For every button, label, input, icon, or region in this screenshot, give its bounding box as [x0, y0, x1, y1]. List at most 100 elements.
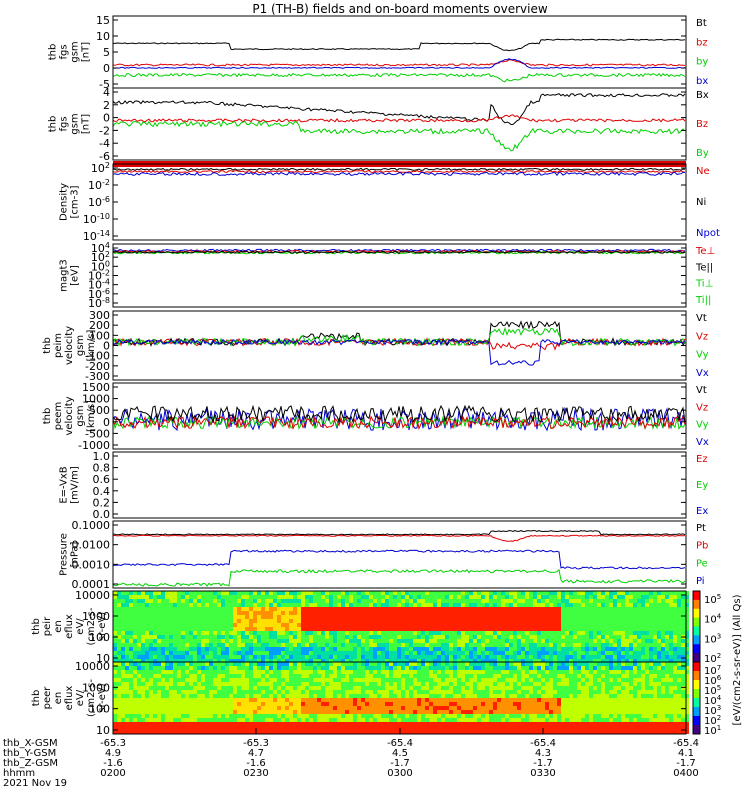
series-Pi	[112, 549, 686, 570]
y-tick-label: 0.1000	[72, 519, 111, 532]
y-tick-label: 1000	[82, 393, 110, 406]
legend-entry: Vz	[696, 331, 708, 342]
y-tick-label: 0.8	[93, 462, 111, 475]
y-axis-label-line: peim	[53, 333, 64, 358]
y-tick-label: 15	[96, 14, 110, 27]
y-tick-label: 10-8	[88, 296, 110, 310]
y-axis-label-line: gsm	[75, 405, 86, 426]
time-axis-value: 0230	[243, 768, 268, 779]
legend-entry: Npot	[696, 228, 720, 239]
series-Vz	[112, 414, 686, 431]
time-axis-value: -1.7	[676, 758, 696, 769]
y-tick-label: 0	[103, 416, 110, 429]
y-axis-label-line: thb	[48, 44, 59, 61]
series-Vt	[112, 404, 686, 424]
colorbar-label: [eV/(cm2-s-sr-eV)] (All Qs)	[732, 594, 743, 725]
y-tick-label: 10-2	[88, 178, 110, 192]
series-Ne	[112, 170, 686, 174]
series-Vy	[112, 415, 686, 431]
legend-entry: Pi	[696, 576, 705, 587]
series-Pe	[112, 568, 686, 587]
y-axis-label-line: gsm	[75, 335, 86, 356]
y-tick-label: 10	[96, 724, 110, 737]
y-axis-label-line: eflux	[64, 614, 75, 639]
series-Bx	[112, 93, 686, 126]
y-tick-label: 0	[103, 62, 110, 75]
y-tick-label: 1.0	[93, 450, 111, 463]
y-tick-label: 10-2	[88, 269, 110, 283]
legend-density: Ne Ni Npot	[696, 166, 720, 239]
legend-entry: Vy	[696, 420, 709, 431]
legend-temperature: Te⊥ Te|| Ti⊥ Ti||	[695, 246, 715, 306]
legend-entry: Pe	[696, 558, 708, 569]
y-axis-label-line: [km/s]	[86, 329, 97, 361]
legend-entry: Te⊥	[695, 246, 715, 257]
colorbar-tick: 107	[704, 664, 721, 677]
y-axis-label-peim-velocity: thb peim velocity gsm [km/s]	[42, 326, 97, 365]
y-axis-label-line: magt3	[59, 259, 70, 292]
y-axis-label-peer-eflux: thb peer en eflux eV/(cm2-s-sr-eV)	[31, 679, 108, 717]
y-axis-label-line: en	[53, 692, 64, 705]
colorbar-tick: 102	[704, 652, 721, 665]
y-ticks-peer-eflux: 10000 1000 100 10	[75, 660, 686, 737]
y-axis-label-line: [eV]	[70, 265, 81, 286]
time-axis-value: 0200	[100, 768, 125, 779]
legend-entry: Vt	[696, 385, 707, 396]
time-axis-value: -1.6	[246, 758, 266, 769]
legend-efield: Ez Ey Ex	[696, 454, 708, 517]
y-axis-label-fgs-gsm-bottom: thb fgs gsm [nT]	[48, 113, 92, 134]
y-axis-label-line: thb	[31, 690, 42, 707]
colorbar-tick: 103	[704, 632, 721, 645]
y-tick-label: 10	[96, 652, 110, 665]
legend-entry: Ne	[696, 166, 710, 177]
y-tick-label: 2	[103, 99, 110, 112]
time-axis-value: 4.1	[678, 748, 694, 759]
y-ticks-peir-eflux: 10000 1000 100 10	[75, 589, 686, 665]
time-axis-value: 4.5	[392, 748, 408, 759]
series-Ti-par	[112, 251, 685, 255]
plot-title: P1 (TH-B) fields and on-board moments ov…	[252, 2, 548, 16]
panel-fgs-gsm-top: 15 10 5 0 -5 thb fgs gsm [nT] Bt bz by bx	[48, 14, 709, 91]
time-axis-value: -65.4	[530, 738, 556, 749]
series-Pt	[112, 530, 686, 536]
y-ticks-fgs-gsm-bottom: 420-2-4-6	[99, 86, 686, 163]
y-tick-label: 0.0100	[72, 539, 111, 552]
panel-frame	[112, 87, 687, 161]
legend-entry: Bt	[696, 18, 707, 29]
series-Bt	[113, 38, 686, 52]
y-axis-label-line: peem	[53, 402, 64, 430]
legend-entry: Vy	[696, 350, 709, 361]
y-tick-label: 0	[103, 340, 110, 353]
series-Bz	[112, 114, 686, 123]
y-tick-label: -1000	[78, 439, 110, 452]
y-tick-label: 100	[89, 329, 110, 342]
y-ticks-efield: 1.00.80.60.40.20.0	[93, 450, 686, 521]
series-Vx	[112, 338, 686, 366]
y-axis-label-line: eflux	[64, 686, 75, 711]
y-axis-label-density: Density [cm-3]	[59, 183, 81, 221]
panel-frame	[112, 15, 687, 89]
legend-peem-velocity: Vt Vz Vy Vx	[696, 385, 709, 448]
legend-entry: by	[696, 57, 708, 68]
y-tick-label: 1000	[82, 610, 110, 623]
y-axis-label-line: eV/	[75, 689, 86, 706]
y-axis-label-peem-velocity: thb peem velocity gsm [km/s]	[42, 396, 97, 435]
y-tick-label: 0.0	[93, 508, 111, 521]
y-axis-label-line: eV/	[75, 618, 86, 635]
time-axis-value: -65.3	[100, 738, 126, 749]
colorbar-tick: 106	[704, 674, 722, 687]
y-tick-label: 10-6	[88, 287, 110, 301]
legend-entry: Vt	[696, 313, 707, 324]
time-axis-value: 4.9	[105, 748, 121, 759]
y-ticks-pressure: 0.1000 0.0100 0.0010 0.0001	[72, 519, 686, 591]
panel-frame	[112, 310, 687, 381]
colorbar-tick: 101	[704, 724, 721, 737]
y-axis-label-line: thb	[42, 337, 53, 354]
colorbar-tick: 105	[704, 593, 721, 606]
time-axis-row-label: hhmm	[3, 768, 35, 779]
traces-pressure	[112, 530, 686, 587]
